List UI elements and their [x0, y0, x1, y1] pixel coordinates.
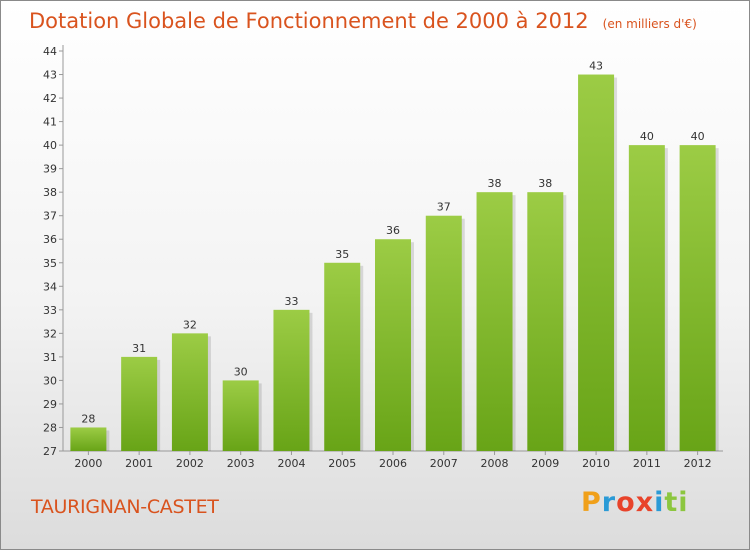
y-tick-label: 41 — [43, 116, 57, 129]
x-tick-label: 2005 — [328, 457, 356, 470]
proxiti-logo[interactable]: Proxiti — [581, 487, 689, 518]
y-tick-label: 39 — [43, 163, 57, 176]
bar-2007[interactable] — [425, 215, 462, 451]
bar-2008[interactable] — [476, 192, 513, 452]
y-tick-label: 40 — [43, 139, 57, 152]
bar-2006[interactable] — [375, 239, 411, 451]
y-tick-label: 33 — [43, 304, 57, 317]
axes: 27 28 29 30 31 32 33 34 35 36 37 38 39 40 41 42 43 44 — [43, 45, 723, 458]
bar-value-label: 32 — [183, 318, 197, 331]
bar-2011[interactable] — [628, 145, 665, 451]
y-tick-label: 43 — [43, 69, 57, 82]
x-tick-label: 2004 — [277, 457, 305, 470]
title-unit: (en milliers d'€) — [602, 17, 697, 31]
bar-2010[interactable] — [578, 74, 615, 451]
y-tick-label: 34 — [43, 280, 57, 293]
y-tick-label: 37 — [43, 210, 57, 223]
y-tick-label: 30 — [43, 374, 57, 387]
x-tick-label: 2007 — [430, 457, 458, 470]
bar-2012[interactable] — [679, 145, 716, 451]
x-tick-label: 2010 — [582, 457, 610, 470]
bar-value-label: 40 — [691, 130, 705, 143]
y-tick-label: 31 — [43, 351, 57, 364]
x-tick-label: 2006 — [379, 457, 407, 470]
y-tick-label: 44 — [43, 45, 57, 58]
x-tick-label: 2012 — [684, 457, 712, 470]
bar-2002[interactable] — [171, 333, 208, 451]
y-tick-label: 36 — [43, 233, 57, 246]
bar-value-label: 33 — [284, 295, 298, 308]
x-tick-label: 2008 — [481, 457, 509, 470]
y-tick-label: 42 — [43, 92, 57, 105]
bar-value-label: 28 — [81, 412, 95, 425]
bar-value-label: 37 — [437, 201, 451, 214]
bar-2005[interactable] — [324, 262, 361, 451]
chart-title: Dotation Globale de Fonctionnement de 20… — [29, 9, 697, 33]
y-tick-label: 35 — [43, 257, 57, 270]
bar-value-label: 31 — [132, 342, 146, 355]
x-tick-label: 2011 — [633, 457, 661, 470]
x-tick-label: 2002 — [176, 457, 204, 470]
y-tick-label: 38 — [43, 186, 57, 199]
bar-2004[interactable] — [273, 309, 310, 451]
x-tick-label: 2000 — [74, 457, 102, 470]
y-tick-label: 28 — [43, 421, 57, 434]
bar-value-label: 40 — [640, 130, 654, 143]
x-tick-label: 2001 — [125, 457, 153, 470]
bar-2009[interactable] — [527, 192, 564, 452]
y-tick-label: 27 — [43, 445, 57, 458]
y-tick-label: 32 — [43, 327, 57, 340]
bar-value-label: 38 — [538, 177, 552, 190]
commune-name: TAURIGNAN-CASTET — [31, 496, 219, 518]
title-main: Dotation Globale de Fonctionnement de 20… — [29, 9, 589, 33]
y-tick-label: 29 — [43, 398, 57, 411]
x-tick-label: 2009 — [531, 457, 559, 470]
labels-group: 28 2000 31 2001 32 2002 30 2003 33 2004 35 2005 36 20… — [74, 60, 711, 470]
bar-value-label: 43 — [589, 60, 603, 73]
bar-value-label: 38 — [488, 177, 502, 190]
bar-value-label: 35 — [335, 248, 349, 261]
bar-value-label: 36 — [386, 224, 400, 237]
bars-group — [70, 74, 719, 452]
bar-2001[interactable] — [121, 356, 158, 451]
bar-value-label: 30 — [234, 365, 248, 378]
bar-2000[interactable] — [70, 427, 107, 451]
bar-2003[interactable] — [222, 380, 259, 451]
x-tick-label: 2003 — [227, 457, 255, 470]
